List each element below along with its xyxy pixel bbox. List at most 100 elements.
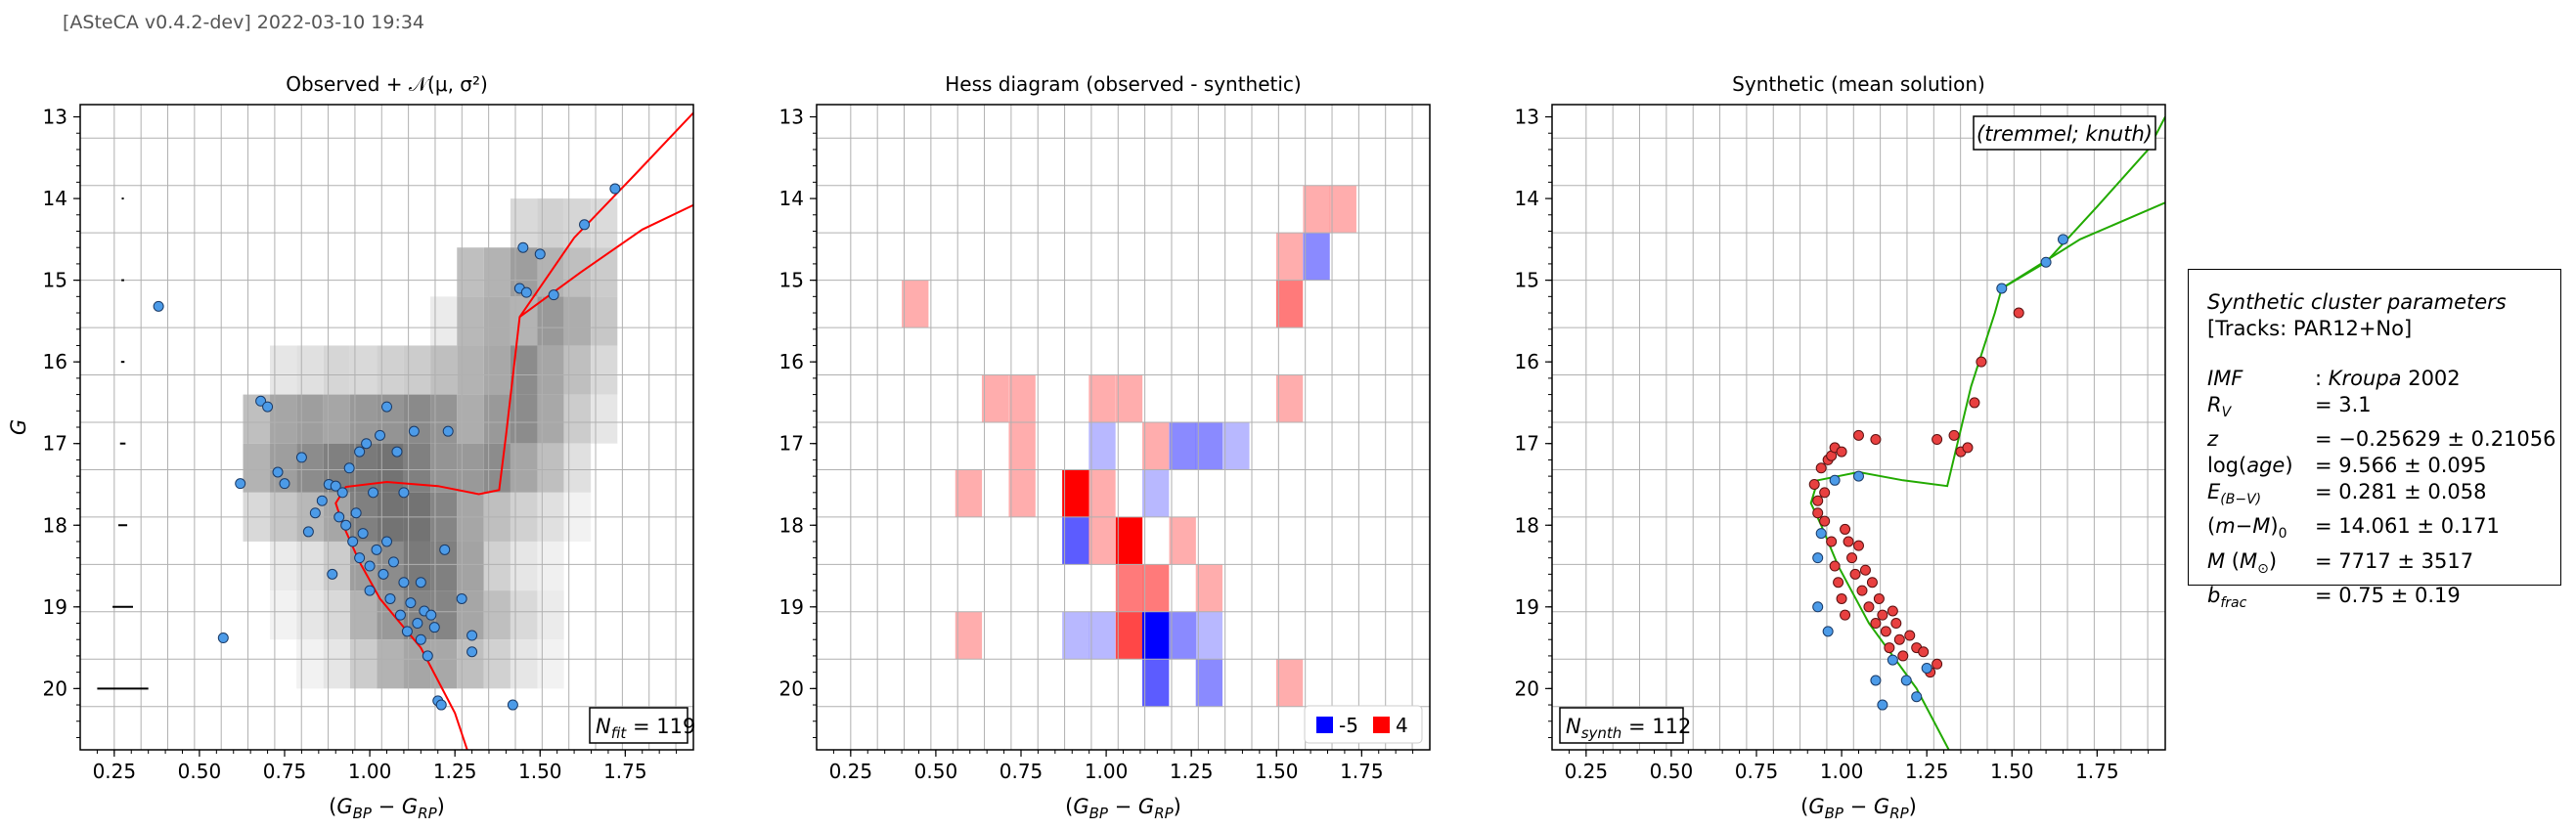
chart-title: Observed + 𝒩(μ, σ²) bbox=[286, 72, 488, 96]
density-bin bbox=[510, 541, 538, 591]
binary-point bbox=[1887, 605, 1898, 617]
star-point bbox=[548, 289, 559, 301]
y-tick-label: 14 bbox=[1515, 187, 1539, 210]
star-point bbox=[364, 560, 376, 572]
param-key: (m−M)0 bbox=[2207, 514, 2287, 543]
density-bin bbox=[457, 394, 484, 444]
param-key: RV bbox=[2207, 393, 2232, 421]
x-axis-label: (GBP − GRP) bbox=[1065, 795, 1181, 822]
hess-cell bbox=[1142, 659, 1170, 707]
param-row: (m−M)0 = 14.061 ± 0.171 bbox=[2207, 513, 2560, 547]
binary-point bbox=[1836, 446, 1847, 458]
panel-1: 0.25 0.50 0.75 1.00 1.25 1.50 1.75 13 14 15 16 17 18… bbox=[779, 72, 1431, 822]
binary-point bbox=[1812, 507, 1824, 519]
plot-area-1 bbox=[817, 105, 1430, 750]
count-label: Nsynth = 112 bbox=[1566, 715, 1691, 742]
y-tick-label: 16 bbox=[1515, 350, 1539, 373]
star-point bbox=[405, 597, 417, 609]
star-point bbox=[279, 478, 290, 490]
density-bin bbox=[430, 296, 458, 346]
hess-cell bbox=[1195, 659, 1223, 707]
density-bin bbox=[349, 639, 378, 689]
star-point bbox=[371, 544, 382, 555]
star-point bbox=[262, 401, 274, 413]
density-bin bbox=[323, 394, 350, 444]
legend-swatch bbox=[1373, 717, 1390, 733]
binary-point bbox=[1853, 429, 1864, 441]
star-point bbox=[340, 519, 352, 531]
binary-point bbox=[1849, 568, 1861, 580]
star-point bbox=[408, 425, 420, 437]
density-bin bbox=[430, 639, 458, 689]
binary-point bbox=[1819, 515, 1831, 527]
density-bin bbox=[591, 394, 618, 444]
hess-cell bbox=[1142, 469, 1170, 517]
single-point bbox=[1822, 626, 1834, 637]
star-point bbox=[295, 452, 307, 463]
density-bin bbox=[296, 541, 324, 591]
density-bin bbox=[457, 443, 484, 493]
star-point bbox=[347, 536, 359, 547]
hess-cell bbox=[1062, 611, 1089, 660]
y-tick-label: 17 bbox=[43, 432, 67, 456]
star-point bbox=[415, 577, 426, 589]
param-value: = 0.281 ± 0.058 bbox=[2315, 480, 2487, 504]
star-point bbox=[387, 556, 399, 568]
hess-cell bbox=[1329, 185, 1356, 234]
hess-cell bbox=[1142, 611, 1170, 660]
hess-cell bbox=[1303, 233, 1330, 281]
star-point bbox=[368, 487, 379, 499]
y-tick-label: 20 bbox=[43, 676, 67, 700]
single-point bbox=[1812, 552, 1824, 564]
binary-point bbox=[1962, 442, 1974, 454]
x-tick-label: 0.50 bbox=[1650, 760, 1694, 783]
star-point bbox=[391, 446, 403, 458]
legend-swatch bbox=[1316, 717, 1333, 733]
star-point bbox=[378, 568, 389, 580]
star-point bbox=[394, 609, 406, 621]
params-heading: Synthetic cluster parameters bbox=[2207, 290, 2507, 314]
star-point bbox=[428, 622, 440, 633]
hess-cell bbox=[1275, 659, 1304, 707]
x-tick-label: 0.50 bbox=[178, 760, 222, 783]
density-bin bbox=[563, 394, 592, 444]
star-point bbox=[364, 585, 376, 596]
density-bin bbox=[377, 639, 404, 689]
isochrone-line bbox=[2001, 201, 2165, 289]
chart-title: Synthetic (mean solution) bbox=[1732, 72, 1985, 96]
star-point bbox=[272, 466, 284, 478]
density-bin bbox=[323, 345, 350, 395]
density-bin bbox=[457, 541, 484, 591]
single-point bbox=[1996, 283, 2008, 294]
density-bin bbox=[349, 394, 378, 444]
star-point bbox=[425, 609, 437, 621]
density-bin bbox=[349, 345, 378, 395]
star-point bbox=[330, 480, 341, 492]
density-bin bbox=[510, 639, 538, 689]
binary-point bbox=[1840, 523, 1851, 535]
binary-point bbox=[1976, 356, 1987, 368]
binary-point bbox=[1880, 626, 1891, 637]
star-point bbox=[398, 577, 410, 589]
density-bin bbox=[403, 394, 431, 444]
binary-point bbox=[1893, 633, 1905, 645]
star-point bbox=[579, 219, 591, 231]
hess-cell bbox=[1115, 374, 1143, 422]
parameters-box: Synthetic cluster parameters [Tracks: PA… bbox=[2188, 269, 2561, 611]
binary-point bbox=[1829, 560, 1841, 572]
x-tick-label: 1.25 bbox=[1170, 760, 1214, 783]
binary-point bbox=[1918, 646, 1930, 658]
density-bin bbox=[510, 590, 538, 640]
y-tick-label: 16 bbox=[43, 350, 67, 373]
param-value: = 0.75 ± 0.19 bbox=[2315, 583, 2461, 607]
y-tick-label: 18 bbox=[779, 513, 804, 537]
star-point bbox=[466, 630, 478, 641]
param-row: RV = 3.1 bbox=[2207, 392, 2560, 426]
panel-2: 0.25 0.50 0.75 1.00 1.25 1.50 1.75 13 14 15 16 17 18… bbox=[1515, 72, 2166, 822]
density-bin bbox=[563, 247, 592, 297]
star-point bbox=[381, 536, 392, 547]
density-bin bbox=[323, 639, 350, 689]
hess-cell bbox=[1088, 421, 1116, 470]
density-bin bbox=[296, 590, 324, 640]
binary-point bbox=[1969, 397, 1980, 409]
